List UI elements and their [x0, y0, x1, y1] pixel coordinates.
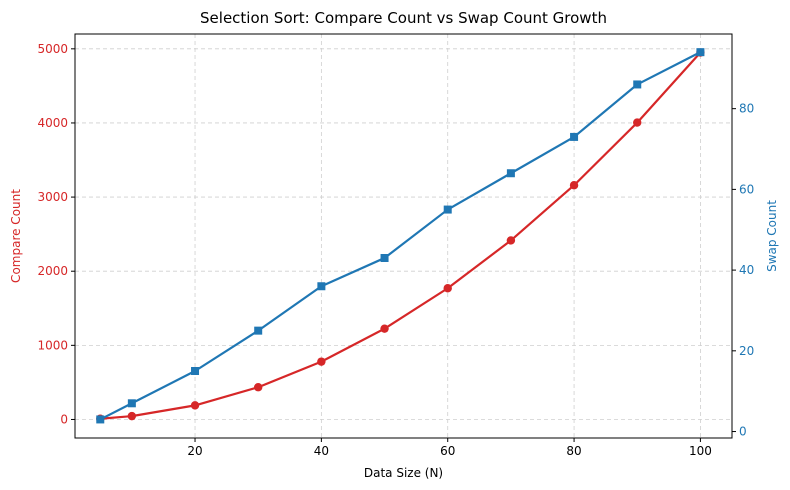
series-2-point [633, 80, 642, 89]
x-axis-label: Data Size (N) [364, 466, 443, 480]
series-2-point [127, 399, 136, 408]
y-right-tick-label: 20 [739, 344, 754, 358]
series-1-point [443, 284, 452, 293]
y-left-tick-label: 2000 [37, 264, 68, 278]
series-2-point [191, 367, 200, 376]
y-left-tick-label: 4000 [37, 116, 68, 130]
y-right-tick-label: 80 [739, 102, 754, 116]
x-tick-label: 60 [440, 444, 455, 458]
series-2-point [380, 253, 389, 262]
y-right-tick-label: 60 [739, 182, 754, 196]
x-tick-label: 40 [314, 444, 329, 458]
series-2-point [696, 48, 705, 57]
series-1-point [506, 236, 516, 245]
series-2-point [506, 169, 515, 178]
series-2-point [317, 282, 326, 291]
series-1-point [254, 383, 263, 392]
series-1-point [317, 357, 326, 366]
left-axis-label: Compare Count [9, 189, 23, 283]
series-2-point [570, 132, 579, 141]
series-1-point [380, 324, 389, 333]
y-left-tick-label: 1000 [37, 338, 68, 352]
x-tick-label: 100 [689, 444, 712, 458]
series-1-point [633, 118, 642, 127]
y-left-tick-label: 0 [60, 412, 68, 426]
x-tick-label: 80 [566, 444, 581, 458]
x-tick-label: 20 [187, 444, 202, 458]
series-2-point [443, 205, 452, 214]
series-1-point [190, 401, 200, 410]
chart-title: Selection Sort: Compare Count vs Swap Co… [200, 9, 607, 27]
series-line-2 [99, 51, 701, 421]
y-right-tick-label: 0 [739, 425, 747, 439]
right-axis-label: Swap Count [765, 200, 779, 272]
plot-frame [74, 33, 733, 439]
series-1-point [569, 181, 579, 190]
grid-lines [75, 34, 732, 438]
y-left-tick-label: 5000 [37, 42, 68, 56]
axes-layer: 20 40 60 80 10001000200030004000500002040608… [37, 42, 754, 458]
series-layer [96, 48, 705, 424]
y-left-tick-label: 3000 [37, 190, 68, 204]
series-2-point [96, 415, 105, 424]
series-2-point [254, 326, 263, 335]
series-1-point [127, 411, 137, 421]
y-right-tick-label: 40 [739, 263, 754, 277]
